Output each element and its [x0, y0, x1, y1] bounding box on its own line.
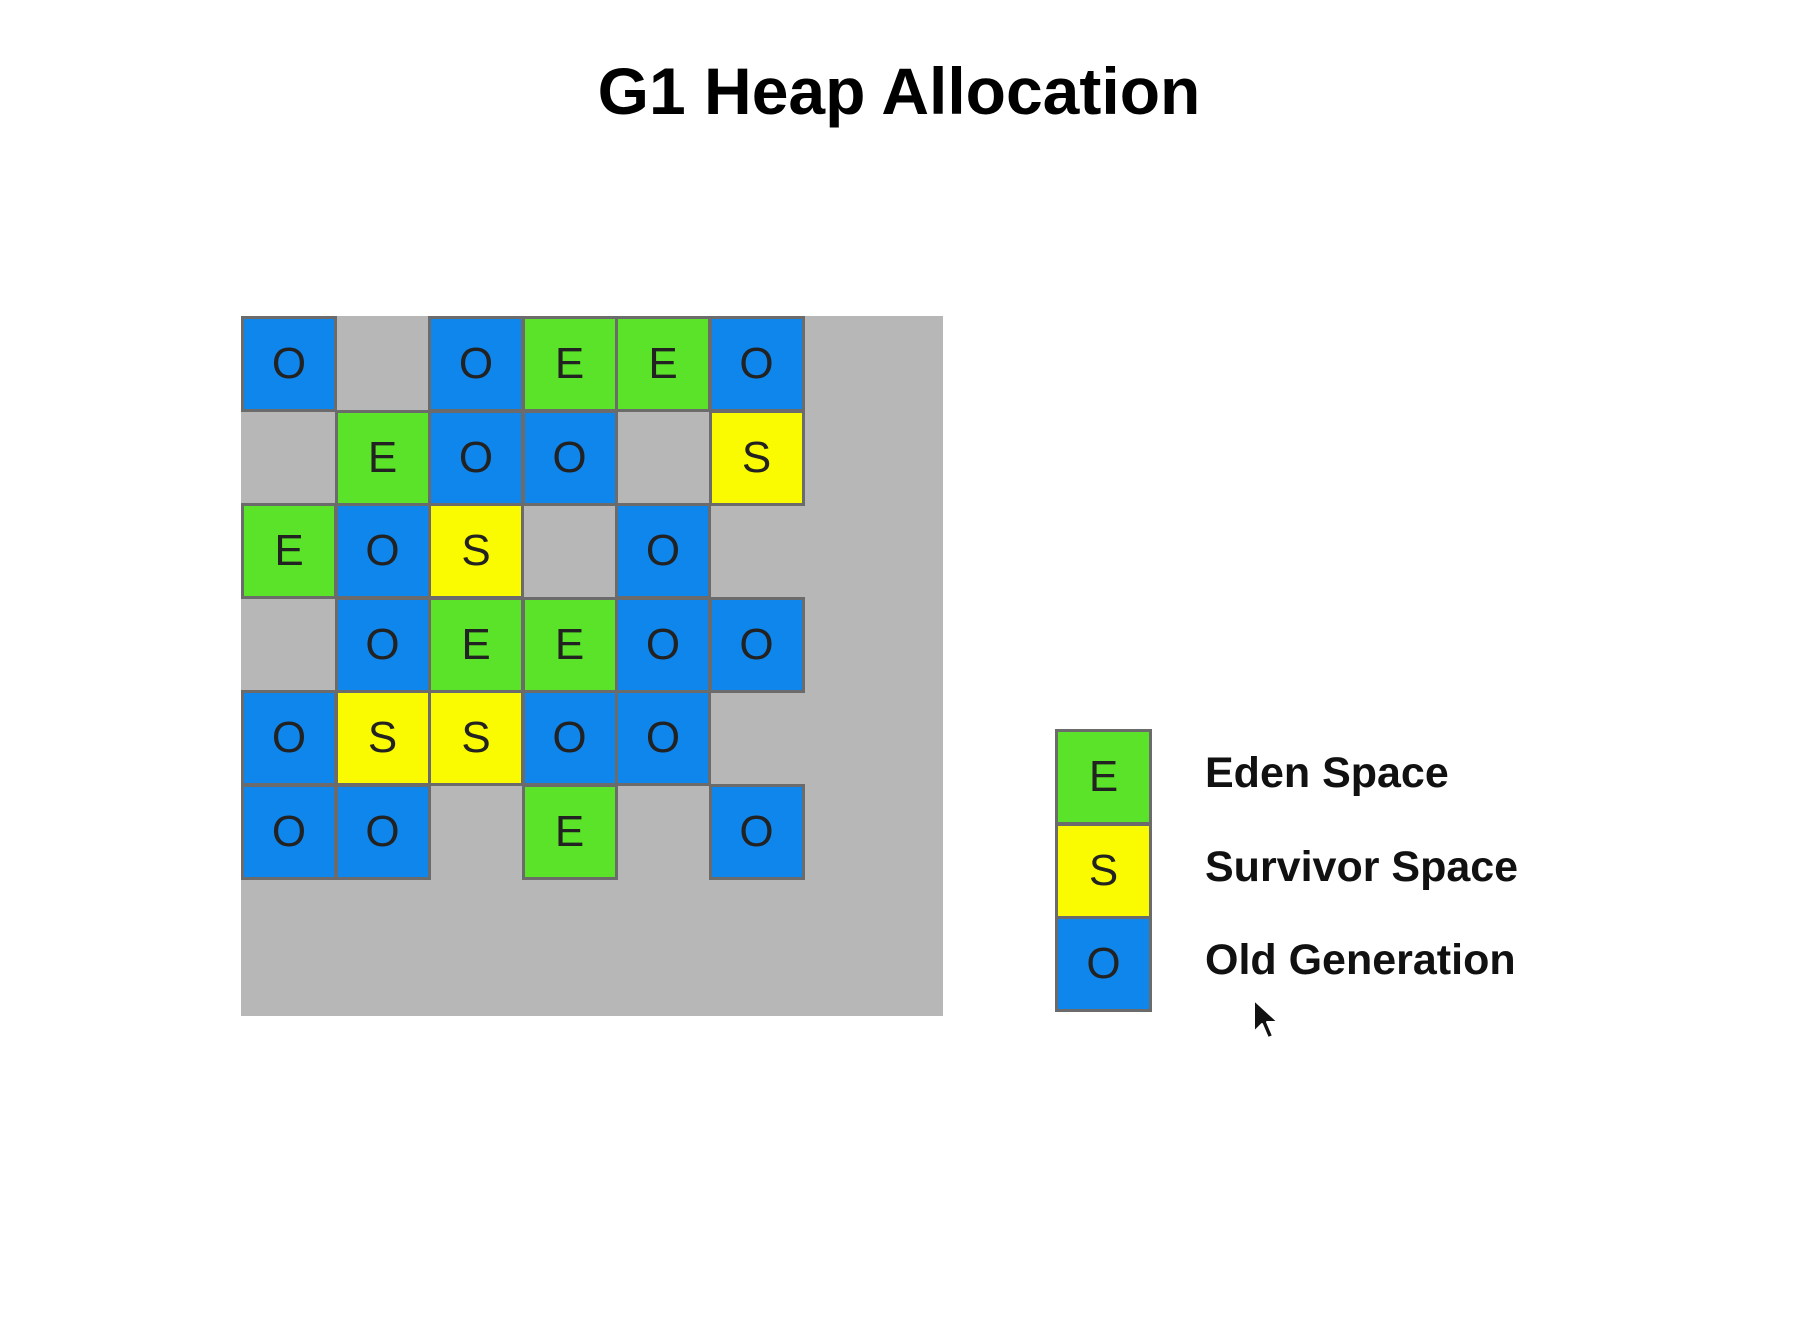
heap-region-e: E: [521, 316, 618, 412]
heap-region-e: E: [521, 596, 618, 693]
heap-region-o: O: [521, 409, 618, 506]
heap-region-o: O: [521, 690, 618, 786]
heap-region-s: S: [428, 503, 524, 599]
legend-swatch: O: [1055, 916, 1152, 1012]
heap-region-o: O: [334, 596, 431, 693]
heap-region-s: S: [334, 690, 431, 786]
heap-region-o: O: [241, 316, 337, 412]
heap-region-o: O: [615, 690, 711, 786]
diagram-title: G1 Heap Allocation: [597, 54, 1201, 128]
heap-region-o: O: [708, 596, 805, 693]
heap-region-o: O: [708, 316, 805, 412]
heap-region-o: O: [334, 503, 431, 599]
legend-label: Old Generation: [1205, 936, 1516, 984]
heap-region-o: O: [615, 503, 711, 599]
heap-region-o: O: [615, 596, 711, 693]
legend-label: Survivor Space: [1205, 842, 1519, 891]
heap-region-o: O: [334, 783, 431, 880]
heap-region-s: S: [708, 409, 805, 506]
mouse-cursor-icon: [1253, 999, 1279, 1039]
heap-region-o: O: [428, 409, 524, 506]
legend-swatch: E: [1055, 729, 1152, 825]
heap-region-o: O: [708, 783, 805, 880]
heap-region-e: E: [428, 596, 524, 693]
heap-region-o: O: [428, 316, 524, 412]
heap-region-e: E: [241, 503, 337, 599]
legend-label: Eden Space: [1205, 749, 1449, 797]
heap-region-e: E: [334, 409, 431, 506]
heap-region-o: O: [241, 783, 337, 880]
heap-region-o: O: [241, 690, 337, 786]
heap-region-e: E: [615, 316, 711, 412]
heap-region-e: E: [521, 783, 618, 880]
legend-swatch: S: [1055, 822, 1152, 919]
heap-region-s: S: [428, 690, 524, 786]
